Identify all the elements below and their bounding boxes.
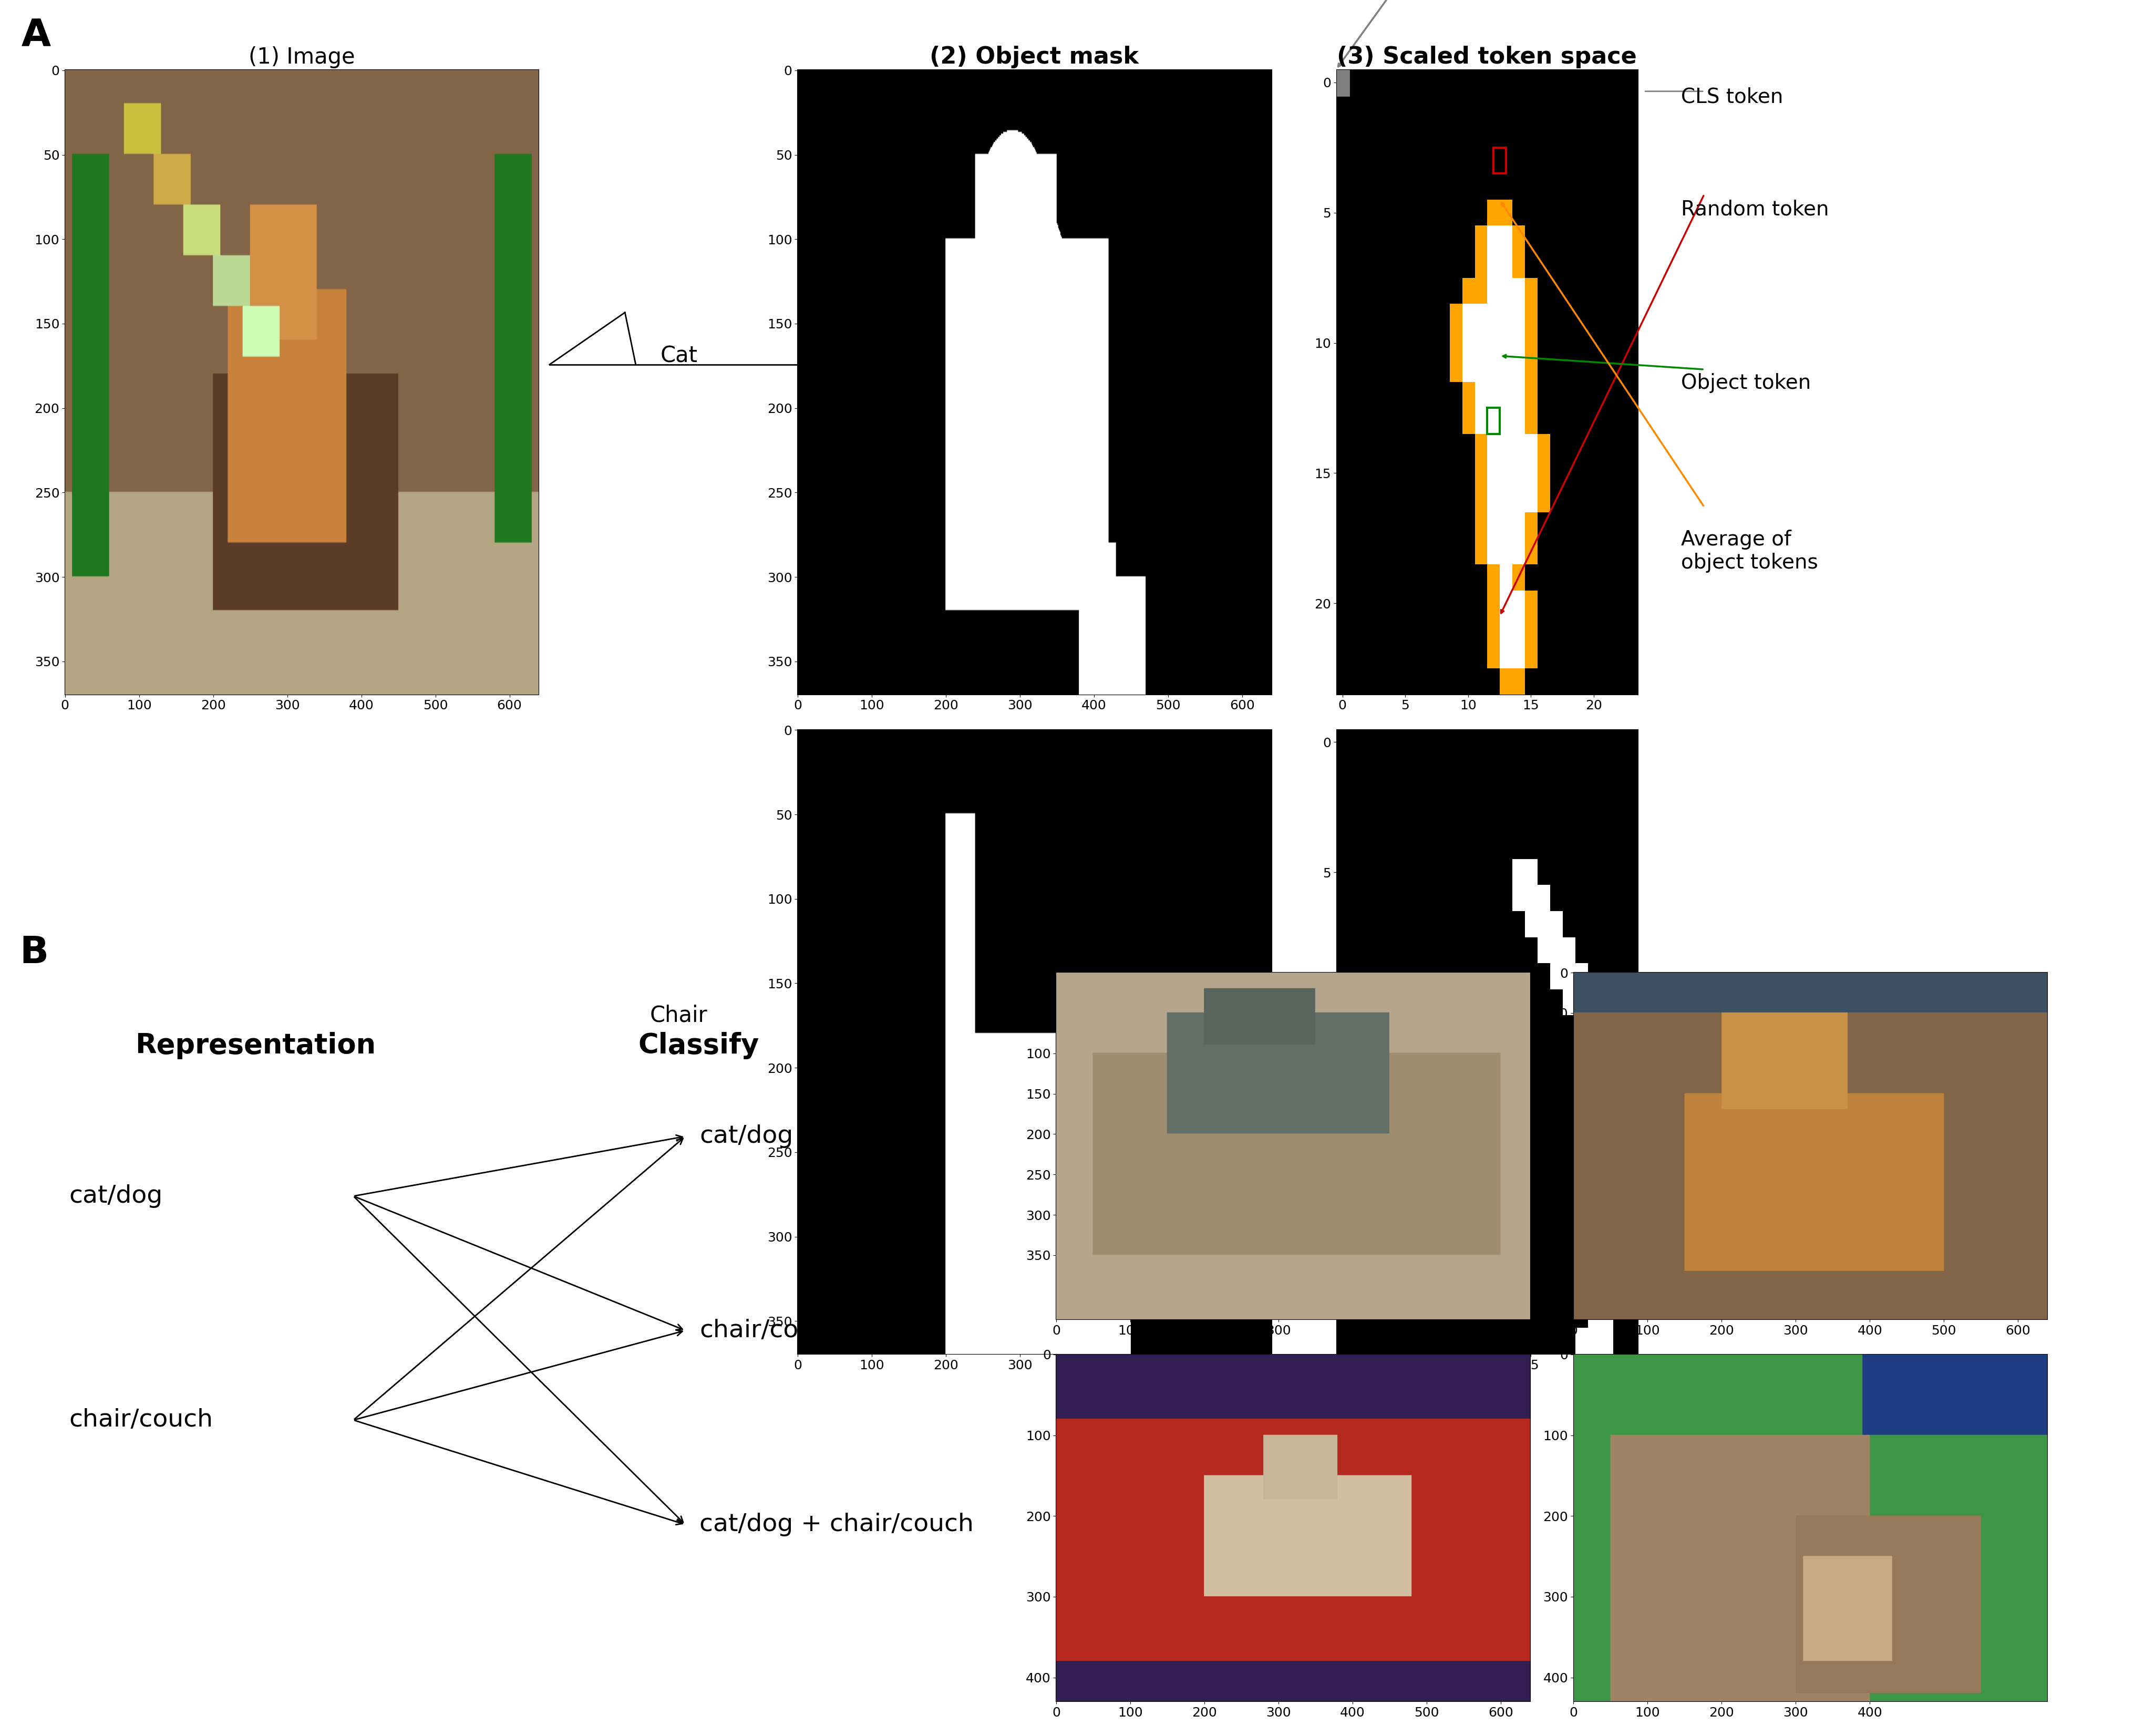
Text: Classify: Classify (638, 1031, 759, 1059)
Text: Chair: Chair (651, 1005, 707, 1026)
Text: chair/couch: chair/couch (69, 1408, 213, 1432)
Text: Random token: Random token (1681, 200, 1830, 220)
Text: A: A (22, 17, 52, 54)
Text: B: B (19, 934, 50, 970)
Title: (2) Object mask: (2) Object mask (929, 45, 1140, 68)
Title: (3) Scaled token space: (3) Scaled token space (1336, 45, 1638, 68)
Text: chair/couch: chair/couch (700, 1319, 843, 1342)
Text: A: A (22, 17, 52, 54)
Text: Object token: Object token (1681, 373, 1810, 394)
Text: Average of
object tokens: Average of object tokens (1681, 529, 1819, 573)
Title: (1) Image: (1) Image (248, 47, 356, 68)
Text: cat/dog: cat/dog (700, 1125, 793, 1147)
Bar (1493, 148, 1506, 174)
Text: Cat: Cat (659, 345, 698, 366)
Bar (1336, 69, 1349, 95)
Bar (1487, 408, 1500, 434)
Text: Representation: Representation (136, 1031, 377, 1059)
Text: CLS token: CLS token (1681, 87, 1782, 108)
Text: cat/dog + chair/couch: cat/dog + chair/couch (700, 1512, 974, 1536)
Text: C: C (1013, 981, 1041, 1017)
Text: cat/dog: cat/dog (69, 1184, 162, 1208)
